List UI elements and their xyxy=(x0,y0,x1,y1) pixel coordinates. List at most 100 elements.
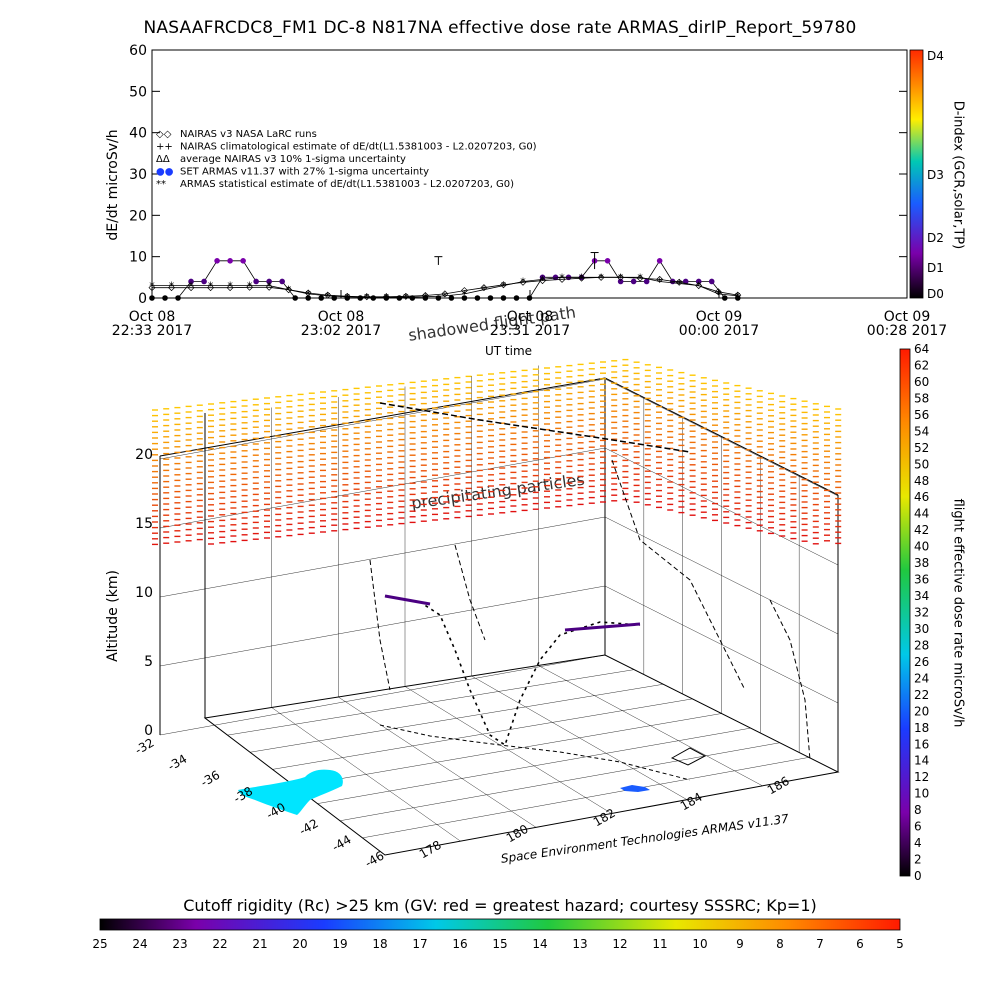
3d-latitude-ticks: -32-34-36-38-40-42-44-46 xyxy=(133,735,387,870)
cutoff-rigidity-tick-label: 14 xyxy=(532,937,547,951)
d-index-tick-label: D4 xyxy=(927,49,944,63)
nairas-point xyxy=(187,284,195,292)
armas-point xyxy=(643,278,650,285)
nairas-point xyxy=(480,284,488,292)
dose-rate-tick-label: 34 xyxy=(914,589,929,603)
legend-entry: ARMAS statistical estimate of dE/dt(L1.5… xyxy=(180,179,514,190)
dose-rate-tick-label: 42 xyxy=(914,523,929,537)
dose-rate-tick-label: 18 xyxy=(914,721,929,735)
latitude-tick-label: -46 xyxy=(363,848,387,870)
ground-track-shadow xyxy=(379,724,691,781)
nairas-point xyxy=(168,284,176,292)
nairas-point xyxy=(148,284,156,292)
statistical-point: * xyxy=(227,280,233,293)
dose-rate-tick-label: 28 xyxy=(914,638,929,652)
dose-rate-tick-label: 40 xyxy=(914,540,929,554)
armas-point xyxy=(357,295,364,301)
cutoff-rigidity-tick-label: 10 xyxy=(692,937,707,951)
armas-point xyxy=(617,278,624,285)
cutoff-rigidity-colorbar-ticks: 25 24 23 22 21 20 19 18 17 16 15 14 13 12 11 10 9 8 7 6 5 xyxy=(92,937,903,951)
statistical-point: * xyxy=(676,278,682,291)
statistical-point: * xyxy=(364,291,370,304)
floor-grid-line xyxy=(538,665,763,787)
dose-rate-tick-label: 58 xyxy=(914,391,929,405)
armas-point xyxy=(305,295,312,301)
dose-rate-colorbar xyxy=(899,348,911,877)
legend-entry: NAIRAS v3 NASA LaRC runs xyxy=(180,129,317,140)
flight-path-high-dose-segment-1 xyxy=(384,594,431,606)
altitude-grid-line xyxy=(159,447,606,529)
dose-rate-tick-label: 4 xyxy=(914,836,922,850)
nairas-point xyxy=(382,293,390,301)
dose-rate-tick-label: 12 xyxy=(914,770,929,784)
series-line xyxy=(152,276,738,298)
d-index-colorbar-ticks: D0 D1 D2 D3 D4 xyxy=(927,49,944,301)
dose-rate-tick-label: 60 xyxy=(914,375,929,389)
nairas-point xyxy=(226,284,234,292)
armas-point xyxy=(630,278,637,285)
shadowed-flight-path-top xyxy=(379,402,691,453)
3d-altitude-ticks: 0 5 10 15 20 xyxy=(135,447,153,739)
x-tick-time: 23:02 2017 xyxy=(301,323,381,339)
floor-grid-line xyxy=(404,686,612,814)
armas-point xyxy=(318,295,325,301)
x-tick-date: Oct 09 xyxy=(884,309,930,325)
latitude-tick-label: -38 xyxy=(231,784,255,806)
armas-point xyxy=(656,258,663,264)
altitude-grid-line xyxy=(159,654,606,736)
timeseries-series: * * * * * * * * * * * * * * * * * * * * * * * * * * * * ** * xyxy=(148,252,742,304)
cutoff-rigidity-tick-label: 7 xyxy=(816,937,824,951)
cutoff-rigidity-tick-label: 13 xyxy=(572,937,587,951)
nairas-point xyxy=(539,277,547,285)
nairas-point xyxy=(656,275,664,283)
dose-rate-tick-label: 36 xyxy=(914,573,929,587)
statistical-point: * xyxy=(462,288,468,301)
d-index-tick-label: D0 xyxy=(927,287,944,301)
cutoff-rigidity-tick-label: 6 xyxy=(856,937,864,951)
statistical-point: * xyxy=(325,290,331,303)
longitude-tick-label: 186 xyxy=(765,774,792,798)
armas-point xyxy=(279,278,285,285)
nairas-point xyxy=(519,278,527,286)
armas-point xyxy=(487,295,494,301)
dose-rate-colorbar-ticks: 0246810121416182022242628303234363840424… xyxy=(914,342,929,883)
statistical-point: * xyxy=(735,290,741,303)
dose-rate-tick-label: 62 xyxy=(914,358,929,372)
d-index-colorbar xyxy=(909,49,924,299)
cutoff-rigidity-tick-label: 8 xyxy=(776,937,784,951)
altitude-grid-line xyxy=(159,378,606,460)
dose-rate-tick-label: 26 xyxy=(914,655,929,669)
dose-rate-tick-label: 56 xyxy=(914,408,929,422)
dose-rate-tick-label: 48 xyxy=(914,474,929,488)
longitude-tick-label: 182 xyxy=(591,806,618,830)
dose-rate-tick-label: 6 xyxy=(914,820,922,834)
nairas-point xyxy=(304,289,312,297)
nairas-point xyxy=(499,281,507,289)
nairas-point xyxy=(675,278,683,286)
cutoff-rigidity-tick-label: 24 xyxy=(132,937,147,951)
armas-point xyxy=(149,295,155,301)
dose-rate-tick-label: 20 xyxy=(914,704,929,718)
statistical-point: * xyxy=(149,280,155,293)
armas-point xyxy=(227,258,233,264)
dose-rate-tick-label: 14 xyxy=(914,754,929,768)
cutoff-rigidity-colorbar-title: Cutoff rigidity (Rc) >25 km (GV: red = g… xyxy=(183,896,817,915)
armas-point xyxy=(461,295,468,301)
altitude-grid-line xyxy=(159,585,606,667)
x-tick-date: Oct 08 xyxy=(507,309,553,325)
cutoff-rigidity-tick-label: 12 xyxy=(612,937,627,951)
statistical-point: * xyxy=(423,291,429,304)
cutoff-rigidity-tick-label: 22 xyxy=(212,937,227,951)
altitude-tick-label: 5 xyxy=(144,654,153,670)
cutoff-rigidity-tick-label: 19 xyxy=(332,937,347,951)
x-tick-time: 00:28 2017 xyxy=(867,323,947,339)
dose-rate-tick-label: 54 xyxy=(914,424,929,438)
nairas-point xyxy=(558,275,566,283)
legend-entry: NAIRAS climatological estimate of dE/dt(… xyxy=(180,142,537,153)
longitude-tick-label: 180 xyxy=(504,822,531,846)
statistical-point: * xyxy=(266,280,272,293)
armas-point xyxy=(175,295,181,301)
3d-top-edge-back xyxy=(159,377,606,457)
cutoff-rigidity-tick-label: 17 xyxy=(412,937,427,951)
